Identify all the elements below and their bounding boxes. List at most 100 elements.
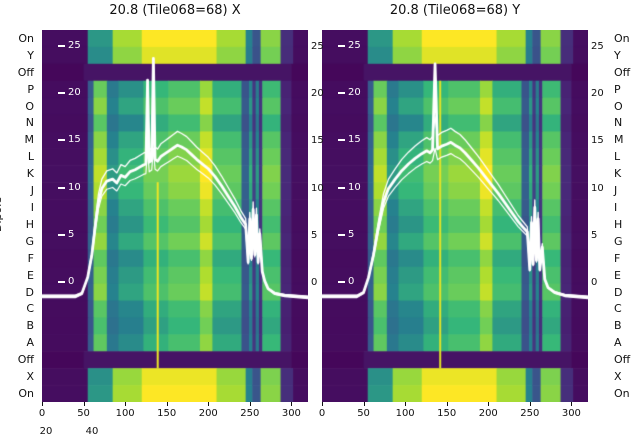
dipole-tick-label: P — [27, 82, 34, 96]
dipole-tick-label: J — [30, 184, 34, 198]
scale-tick-dash — [58, 186, 65, 189]
bottom-partial-tick-label: 40 — [85, 426, 99, 437]
dipole-tick-label: Off — [17, 353, 34, 367]
x-axis-tick-label: 250 — [520, 408, 540, 419]
dipole-tick-label: On — [18, 31, 34, 45]
x-axis-tick-label: 0 — [318, 408, 326, 419]
x-axis-tick — [405, 402, 407, 406]
dipole-tick-label: L — [27, 150, 34, 164]
panel-x: 25 20 15 10 5 0 0 50 100 150 200 250 300 — [39, 30, 308, 419]
dipole-tick-label: O — [25, 99, 34, 113]
dipole-tick-label: N — [614, 116, 623, 130]
dipole-tick-label: M — [614, 133, 624, 147]
dipole-tick-label: I — [614, 201, 618, 215]
inline-scale-label: 5 — [338, 229, 354, 240]
dipole-tick-label: C — [26, 302, 34, 316]
dipole-tick-label: H — [614, 217, 623, 231]
inline-scale-label: 0 — [338, 277, 354, 287]
dipole-tick-label: Off — [614, 353, 631, 367]
dipole-tick-label: X — [26, 370, 34, 384]
x-axis-tick — [291, 402, 293, 406]
inline-scale-label: 25 — [338, 41, 361, 51]
dipole-tick-label: Y — [27, 48, 34, 62]
x-axis-tick-label: 300 — [561, 408, 581, 419]
x-axis-tick-label: 50 — [357, 408, 370, 419]
dipole-tick-label: K — [614, 167, 622, 181]
dipole-tick-label: P — [614, 82, 621, 96]
scale-tick-dash — [338, 139, 345, 142]
scale-tick-dash — [58, 45, 65, 47]
x-axis-tick — [166, 402, 168, 406]
dipole-tick-label: X — [614, 370, 622, 384]
dipole-tick-label: Off — [17, 65, 34, 79]
x-axis-tick-label: 150 — [437, 408, 457, 419]
panel-y-title: 20.8 (Tile068=68) Y — [389, 3, 521, 18]
outer-scale-label: 20 — [311, 88, 324, 100]
dipole-tick-label: J — [614, 184, 618, 198]
x-axis-tick-label: 200 — [198, 408, 218, 419]
x-axis-tick — [488, 402, 490, 406]
dipole-tick-label: A — [26, 336, 34, 350]
outer-scale-label: 15 — [311, 135, 324, 147]
inline-scale-label: 20 — [58, 88, 81, 98]
x-axis-tick-label: 0 — [38, 408, 46, 419]
dipole-tick-label: N — [25, 116, 34, 130]
dipole-tick-label: B — [26, 319, 34, 333]
right-dipole-tick-labels: On Y Off P O N M L K J I H G F E D C B A Off X On — [612, 30, 638, 402]
inline-scale-label: 20 — [338, 88, 361, 98]
dipole-tick-label: On — [614, 31, 630, 45]
dipole-tick-label: G — [614, 234, 623, 248]
x-axis-tick-label: 100 — [115, 408, 135, 419]
x-axis-tick — [208, 402, 210, 406]
outer-scale-label: 0 — [591, 277, 598, 288]
x-axis-tick — [322, 402, 323, 406]
dipole-tick-label: A — [614, 336, 622, 350]
x-axis-tick — [571, 402, 573, 406]
scale-tick-dash — [58, 233, 65, 236]
x-axis-tick-label: 100 — [395, 408, 415, 419]
x-axis-tick — [83, 402, 85, 406]
outer-scale-label: 25 — [311, 41, 324, 52]
dipole-tick-label: F — [614, 251, 621, 265]
outer-scale-label: 5 — [591, 229, 598, 241]
dipole-tick-label: G — [25, 234, 34, 248]
inline-scale-label: 10 — [338, 182, 361, 193]
dipole-tick-label: D — [25, 285, 34, 299]
outer-scale-label: 10 — [311, 182, 324, 194]
bottom-partial-tick-label: 20 — [39, 426, 53, 437]
dipole-tick-label: On — [614, 386, 630, 400]
x-axis-tick-label: 250 — [240, 408, 260, 419]
x-axis-tick-label: 150 — [157, 408, 177, 419]
inline-scale-label: 15 — [338, 135, 361, 145]
outer-scale-label: 0 — [311, 277, 318, 288]
x-axis-tick — [249, 402, 251, 406]
scale-tick-dash — [338, 186, 345, 189]
left-dipole-tick-labels: On Y Off P O N M L K J I H G F E D C B A Off X On — [2, 30, 38, 402]
dipole-tick-label: D — [614, 285, 623, 299]
dipole-tick-label: M — [24, 133, 35, 147]
dipole-tick-label: B — [614, 319, 622, 333]
dipole-tick-label: E — [614, 268, 621, 282]
x-axis-tick — [529, 402, 531, 406]
x-axis-tick — [363, 402, 365, 406]
dipole-tick-label: H — [25, 217, 34, 231]
outer-scale-label: 10 — [591, 182, 604, 194]
x-axis-tick — [446, 402, 448, 406]
outer-scale-label: 5 — [311, 229, 318, 241]
dipole-tick-label: O — [614, 99, 623, 113]
inline-scale-label: 0 — [58, 277, 74, 287]
dipole-tick-label: K — [26, 167, 34, 181]
dipole-tick-label: L — [614, 150, 621, 164]
x-axis-tick — [42, 402, 43, 406]
x-axis-tick — [125, 402, 127, 406]
scale-tick-dash — [338, 233, 345, 236]
x-axis-tick-label: 300 — [281, 408, 301, 419]
dipole-tick-label: I — [30, 201, 34, 215]
x-axis-tick-label: 50 — [77, 408, 90, 419]
scale-tick-dash — [338, 45, 345, 47]
scale-tick-dash — [58, 139, 65, 142]
heatmap-canvas-y — [322, 30, 588, 402]
panel-x-title: 20.8 (Tile068=68) X — [109, 3, 241, 18]
dipole-tick-label: Y — [614, 48, 621, 62]
inline-scale-label: 5 — [58, 229, 74, 240]
